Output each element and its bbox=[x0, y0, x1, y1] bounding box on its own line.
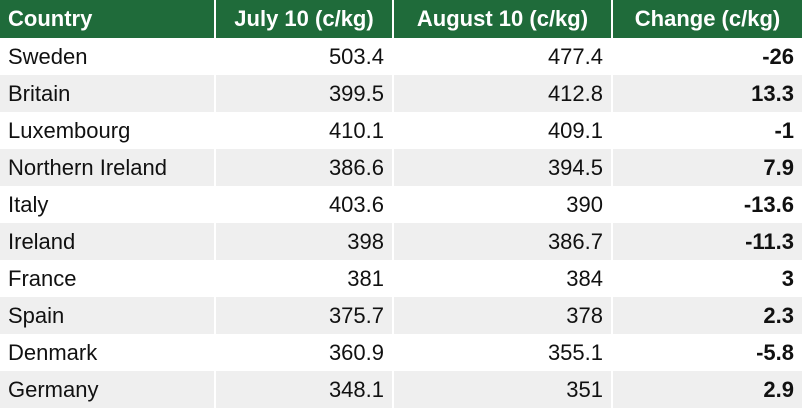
value-cell: 2.9 bbox=[611, 371, 802, 408]
value-cell: 360.9 bbox=[214, 334, 393, 371]
value-cell: 13.3 bbox=[611, 75, 802, 112]
value-cell: 7.9 bbox=[611, 149, 802, 186]
value-cell: 390 bbox=[392, 186, 612, 223]
table-header: Country July 10 (c/kg) August 10 (c/kg) Cha… bbox=[0, 0, 802, 38]
table-row: Spain 375.7 378 2.3 bbox=[0, 297, 802, 334]
header-cell: Change (c/kg) bbox=[611, 0, 802, 38]
value-cell: 3 bbox=[611, 260, 802, 297]
header-cell: Country bbox=[0, 0, 215, 38]
value-cell: -26 bbox=[611, 38, 802, 75]
value-cell: 351 bbox=[392, 371, 612, 408]
country-cell: Italy bbox=[8, 191, 49, 217]
value-cell: 398 bbox=[214, 223, 393, 260]
header-cell: July 10 (c/kg) bbox=[214, 0, 393, 38]
country-cell: Spain bbox=[0, 297, 215, 334]
value-cell: 375.7 bbox=[214, 297, 393, 334]
value-cell: 410.1 bbox=[214, 112, 393, 149]
table-row: Ireland 398 386.7 -11.3 bbox=[0, 223, 802, 260]
value-cell: 399.5 bbox=[214, 75, 393, 112]
value-cell: -11.3 bbox=[611, 223, 802, 260]
value-cell: -1 bbox=[611, 112, 802, 149]
value-cell: 2.3 bbox=[611, 297, 802, 334]
country-cell: Ireland bbox=[0, 223, 215, 260]
value-cell: 477.4 bbox=[392, 38, 612, 75]
table-body: Sweden 503.4 477.4 -26 Britain 399.5 412.8 13.3… bbox=[0, 38, 802, 408]
table-row: Germany 348.1 351 2.9 bbox=[0, 371, 802, 408]
value-cell: 394.5 bbox=[392, 149, 612, 186]
country-cell: Northern Ireland bbox=[0, 149, 215, 186]
value-cell: 412.8 bbox=[392, 75, 612, 112]
table-row: Northern Ireland 386.6 394.5 7.9 bbox=[0, 149, 802, 186]
header-cell: August 10 (c/kg) bbox=[392, 0, 612, 38]
value-cell: 503.4 bbox=[214, 38, 393, 75]
value-cell: -5.8 bbox=[611, 334, 802, 371]
country-cell: France bbox=[8, 265, 77, 291]
value-cell: 403.6 bbox=[214, 186, 393, 223]
country-cell: Sweden bbox=[8, 43, 88, 69]
value-cell: 381 bbox=[214, 260, 393, 297]
value-cell: 348.1 bbox=[214, 371, 393, 408]
table-row: Denmark 360.9 355.1 -5.8 bbox=[0, 334, 802, 371]
value-cell: 355.1 bbox=[392, 334, 612, 371]
country-cell: Luxembourg bbox=[8, 117, 131, 143]
value-cell: -13.6 bbox=[611, 186, 802, 223]
table-row: France 381 384 3 bbox=[0, 260, 802, 297]
value-cell: 386.6 bbox=[214, 149, 393, 186]
header-row: Country July 10 (c/kg) August 10 (c/kg) Cha… bbox=[0, 0, 802, 38]
value-cell: 409.1 bbox=[392, 112, 612, 149]
country-cell: Germany bbox=[0, 371, 215, 408]
table-row: Luxembourg 410.1 409.1 -1 bbox=[0, 112, 802, 149]
table-row: Sweden 503.4 477.4 -26 bbox=[0, 38, 802, 75]
value-cell: 384 bbox=[392, 260, 612, 297]
value-cell: 386.7 bbox=[392, 223, 612, 260]
value-cell: 378 bbox=[392, 297, 612, 334]
country-cell: Denmark bbox=[8, 339, 98, 365]
country-cell: Britain bbox=[0, 75, 215, 112]
table-row: Italy 403.6 390 -13.6 bbox=[0, 186, 802, 223]
table-row: Britain 399.5 412.8 13.3 bbox=[0, 75, 802, 112]
